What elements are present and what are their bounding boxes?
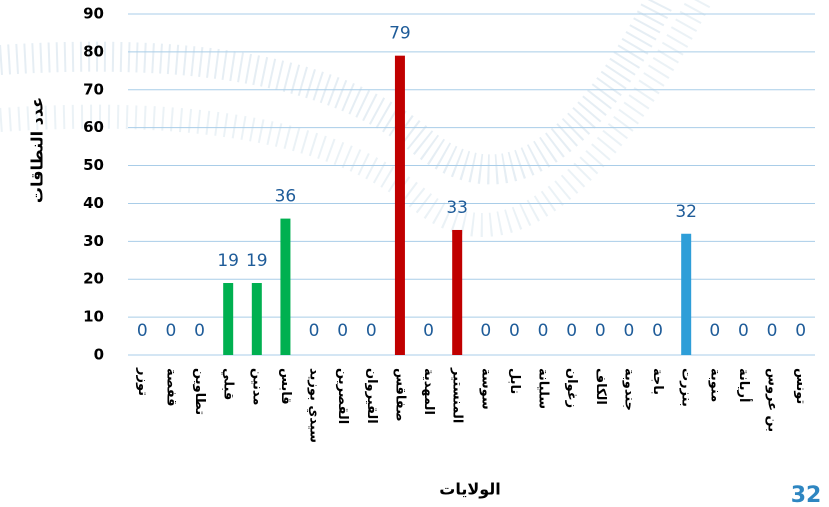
value-label: 0	[309, 321, 320, 341]
value-label: 0	[166, 321, 177, 341]
y-tick-label: 60	[83, 118, 104, 136]
x-tick-label: مدنين	[249, 368, 264, 405]
value-label: 0	[767, 321, 778, 341]
bar	[395, 56, 405, 355]
x-tick-label: القصرين	[335, 368, 350, 424]
x-tick-label: سوسة	[478, 368, 493, 410]
x-tick-label: بنزرت	[679, 368, 694, 407]
y-tick-label: 90	[83, 5, 104, 23]
x-tick-label: سليانة	[536, 368, 551, 409]
x-tick-label: زغوان	[564, 368, 579, 408]
value-label: 79	[389, 24, 411, 44]
x-tick-label: صفاقس	[392, 368, 407, 422]
value-label: 19	[246, 251, 268, 271]
value-label: 0	[566, 321, 577, 341]
y-tick-label: 80	[83, 42, 104, 60]
y-tick-label: 40	[83, 194, 104, 212]
x-tick-label: نابل	[507, 368, 522, 394]
value-label: 19	[217, 251, 239, 271]
value-label: 32	[675, 202, 697, 222]
x-tick-label: الكاف	[593, 368, 608, 405]
x-tick-label: بن عروس	[765, 368, 780, 432]
x-axis-title: الولايات	[439, 480, 501, 499]
chart: عدد النطاقات الولايات 32 0 10 20 30 40 50 60 70…	[0, 0, 829, 507]
value-label: 0	[337, 321, 348, 341]
value-label: 0	[795, 321, 806, 341]
y-tick-label: 10	[83, 308, 104, 326]
x-tick-label: المهدية	[421, 368, 436, 415]
bar	[452, 230, 462, 355]
value-label: 0	[624, 321, 635, 341]
value-label: 0	[738, 321, 749, 341]
value-label: 0	[480, 321, 491, 341]
bar	[223, 283, 233, 355]
x-tick-label: قبلي	[221, 368, 236, 400]
value-label: 0	[366, 321, 377, 341]
x-tick-label: منوبة	[707, 368, 722, 402]
bar	[681, 234, 691, 355]
x-tick-label: باجة	[650, 368, 665, 395]
y-tick-label: 50	[83, 156, 104, 174]
y-tick-label: 20	[83, 270, 104, 288]
x-tick-label: جندوبة	[621, 368, 636, 411]
value-label: 0	[652, 321, 663, 341]
y-axis-title: عدد النطاقات	[28, 97, 47, 203]
x-tick-label: القيروان	[364, 368, 379, 424]
x-tick-label: قابس	[278, 368, 293, 405]
value-label: 0	[538, 321, 549, 341]
value-label: 36	[275, 187, 297, 207]
x-tick-label: سيدي بوزيد	[307, 368, 322, 443]
value-label: 0	[709, 321, 720, 341]
page-number: 32	[791, 483, 822, 507]
x-tick-label: تونس	[793, 368, 808, 404]
value-label: 0	[423, 321, 434, 341]
x-tick-label: المنستير	[450, 367, 465, 423]
value-label: 0	[137, 321, 148, 341]
y-tick-label: 70	[83, 80, 104, 98]
value-label: 0	[595, 321, 606, 341]
x-tick-label: أريانة	[736, 368, 753, 402]
bar	[280, 219, 290, 355]
value-label: 0	[509, 321, 520, 341]
page: {"chart_data": {"type": "bar", "y_label"…	[0, 0, 829, 507]
bar	[252, 283, 262, 355]
x-tick-label: تطاوين	[192, 368, 207, 415]
value-label: 33	[446, 198, 468, 218]
y-tick-label: 30	[83, 232, 104, 250]
x-tick-label: توزر	[135, 367, 150, 396]
x-tick-label: قفصة	[163, 368, 178, 407]
background-decoration	[0, 0, 700, 225]
y-tick-label: 0	[94, 346, 104, 364]
value-label: 0	[194, 321, 205, 341]
